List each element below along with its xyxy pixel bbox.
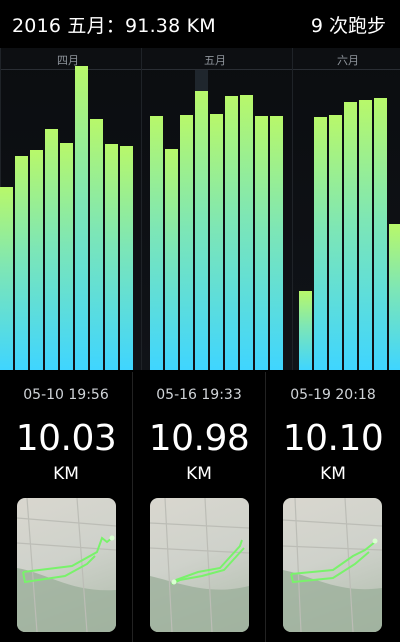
month-label-may: 五月 <box>204 52 226 68</box>
run-distance: 10.03 <box>0 418 132 459</box>
run-unit: KM <box>133 464 265 484</box>
month-total-title: 2016 五月：91.38 KM <box>12 11 216 38</box>
run-card[interactable]: 05-16 19:33 10.98 KM <box>133 372 266 642</box>
run-count: 9 次跑步 <box>311 11 386 38</box>
chart-bar[interactable] <box>150 116 163 370</box>
route-map-thumbnail[interactable] <box>17 498 116 632</box>
header: 2016 五月：91.38 KM 9 次跑步 <box>0 0 400 48</box>
chart-bar[interactable] <box>60 143 73 370</box>
route-map-thumbnail[interactable] <box>150 498 249 632</box>
run-card[interactable]: 05-19 20:18 10.10 KM <box>266 372 400 642</box>
run-card[interactable]: 05-10 19:56 10.03 KM <box>0 372 133 642</box>
run-date: 05-19 20:18 <box>266 387 400 403</box>
chart-bar[interactable] <box>90 119 103 370</box>
month-divider <box>141 48 142 370</box>
chart-bar[interactable] <box>120 146 133 370</box>
chart-bar[interactable] <box>299 291 312 370</box>
chart-bar[interactable] <box>45 129 58 370</box>
chart-bar[interactable] <box>165 149 178 370</box>
month-divider <box>292 48 293 370</box>
month-strip: 四月 五月 六月 <box>0 48 400 70</box>
chart-bar[interactable] <box>240 95 253 370</box>
chart-bar[interactable] <box>270 116 283 370</box>
chart-bar[interactable] <box>359 100 372 370</box>
route-map-thumbnail[interactable] <box>283 498 382 632</box>
chart-bar[interactable] <box>195 91 208 370</box>
chart-bar[interactable] <box>389 224 400 370</box>
chart-bar[interactable] <box>30 150 43 370</box>
chart-bar[interactable] <box>374 98 387 370</box>
chart-bar[interactable] <box>105 144 118 370</box>
run-date: 05-16 19:33 <box>133 387 265 403</box>
run-unit: KM <box>0 464 132 484</box>
chart-bar[interactable] <box>225 96 238 370</box>
chart-bar[interactable] <box>314 117 327 370</box>
distance-bar-chart[interactable]: 四月 五月 六月 <box>0 48 400 370</box>
chart-bar[interactable] <box>180 115 193 370</box>
chart-bar[interactable] <box>344 102 357 370</box>
chart-bar[interactable] <box>0 187 13 370</box>
run-distance: 10.10 <box>266 418 400 459</box>
chart-bar[interactable] <box>255 116 268 370</box>
run-unit: KM <box>266 464 400 484</box>
run-cards: 05-10 19:56 10.03 KM 05-16 19:33 10.98 K… <box>0 372 400 642</box>
chart-bar[interactable] <box>15 156 28 370</box>
chart-bar[interactable] <box>329 115 342 370</box>
month-label-june: 六月 <box>337 52 359 68</box>
run-date: 05-10 19:56 <box>0 387 132 403</box>
chart-bar[interactable] <box>75 66 88 370</box>
run-distance: 10.98 <box>133 418 265 459</box>
chart-bar[interactable] <box>210 114 223 370</box>
